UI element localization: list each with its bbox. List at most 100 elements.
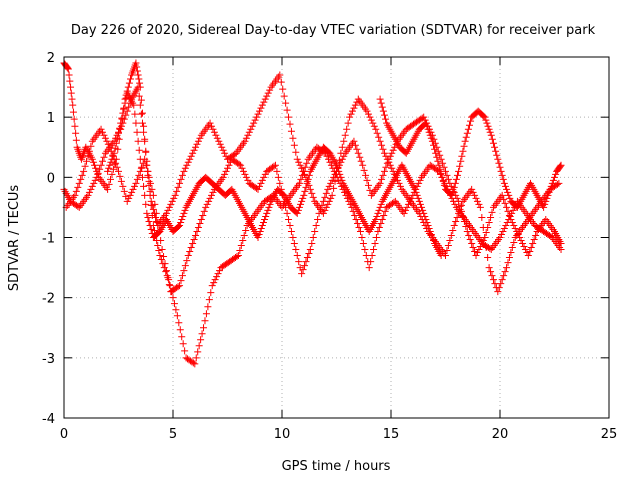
data-point: [132, 119, 140, 127]
data-point: [436, 165, 444, 173]
data-point: [465, 121, 473, 129]
data-point: [557, 240, 565, 248]
data-point: [443, 247, 451, 255]
data-point: [208, 122, 216, 130]
data-point: [118, 114, 126, 122]
data-point: [92, 164, 100, 172]
data-point: [517, 237, 525, 245]
data-point: [419, 206, 427, 214]
data-point: [504, 259, 512, 267]
data-point: [212, 131, 220, 139]
series-sat-c: [62, 113, 565, 296]
data-point: [129, 185, 137, 193]
data-point: [499, 175, 507, 183]
data-point: [440, 181, 448, 189]
data-point: [177, 175, 185, 183]
data-point: [306, 185, 314, 193]
data-point: [94, 169, 102, 177]
data-point: [133, 128, 141, 136]
data-point: [380, 167, 388, 175]
data-point: [181, 347, 189, 355]
data-point: [137, 96, 145, 104]
data-point: [75, 179, 83, 187]
data-point: [239, 237, 247, 245]
data-point: [498, 276, 506, 284]
data-point: [354, 149, 362, 157]
data-point: [104, 185, 112, 193]
data-point: [178, 333, 186, 341]
data-point: [201, 317, 209, 325]
data-point: [487, 268, 495, 276]
data-point: [97, 125, 105, 133]
data-point: [133, 175, 141, 183]
y-tick-label: 2: [47, 51, 55, 66]
data-point: [351, 141, 359, 149]
data-point: [215, 137, 223, 145]
data-point: [111, 144, 119, 152]
data-point: [187, 244, 195, 252]
data-point: [335, 167, 343, 175]
data-point: [306, 246, 314, 254]
data-point: [380, 149, 388, 157]
data-point: [286, 221, 294, 229]
data-point: [149, 191, 157, 199]
data-point: [109, 165, 117, 173]
data-point: [176, 326, 184, 334]
data-point: [258, 221, 266, 229]
data-point: [261, 170, 269, 178]
data-point: [542, 197, 550, 205]
data-point: [293, 252, 301, 260]
data-point: [213, 134, 221, 142]
data-point: [287, 227, 295, 235]
data-point: [489, 139, 497, 147]
data-point: [271, 161, 279, 169]
data-point: [351, 101, 359, 109]
data-point: [115, 135, 123, 143]
data-point: [69, 101, 77, 109]
data-point: [194, 348, 202, 356]
data-point: [361, 246, 369, 254]
data-point: [370, 122, 378, 130]
data-point: [464, 125, 472, 133]
data-point: [273, 167, 281, 175]
data-point: [545, 188, 553, 196]
data-point: [116, 124, 124, 132]
data-point: [452, 217, 460, 225]
data-point: [469, 244, 477, 252]
data-layer: [60, 59, 565, 368]
data-point: [152, 209, 160, 217]
data-point: [303, 179, 311, 187]
data-point: [500, 195, 508, 203]
data-point: [300, 191, 308, 199]
data-point: [180, 267, 188, 275]
data-point: [426, 227, 434, 235]
data-point: [117, 177, 125, 185]
data-point: [493, 151, 501, 159]
data-point: [499, 227, 507, 235]
data-point: [125, 103, 133, 111]
data-point: [551, 173, 558, 181]
data-point: [328, 191, 336, 199]
data-point: [297, 200, 305, 208]
data-point: [484, 223, 492, 231]
data-point: [468, 185, 476, 193]
data-point: [503, 185, 511, 193]
data-point: [485, 264, 493, 272]
data-point: [109, 152, 117, 160]
data-point: [403, 203, 411, 211]
data-point: [276, 179, 284, 187]
data-point: [362, 171, 370, 179]
data-point: [321, 193, 329, 201]
data-point: [237, 242, 245, 250]
data-point: [174, 283, 182, 291]
data-point: [113, 163, 121, 171]
data-point: [312, 221, 320, 229]
data-point: [348, 107, 356, 115]
x-tick-label: 20: [492, 427, 509, 442]
data-point: [224, 164, 231, 172]
data-point: [140, 128, 148, 136]
data-point: [302, 183, 310, 191]
data-point: [363, 107, 371, 115]
data-point: [315, 209, 323, 217]
data-point: [422, 119, 430, 127]
